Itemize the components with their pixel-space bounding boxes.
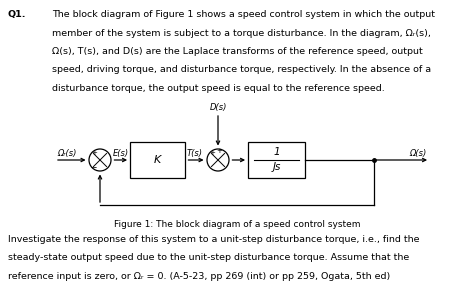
Text: disturbance torque, the output speed is equal to the reference speed.: disturbance torque, the output speed is … bbox=[52, 84, 385, 93]
Text: Js: Js bbox=[272, 162, 281, 172]
Text: Investigate the response of this system to a unit-step disturbance torque, i.e.,: Investigate the response of this system … bbox=[8, 235, 419, 244]
Text: K: K bbox=[154, 155, 161, 165]
Text: +: + bbox=[91, 150, 98, 156]
Text: +: + bbox=[217, 148, 223, 154]
Text: steady-state output speed due to the unit-step disturbance torque. Assume that t: steady-state output speed due to the uni… bbox=[8, 254, 409, 262]
Text: Figure 1: The block diagram of a speed control system: Figure 1: The block diagram of a speed c… bbox=[114, 220, 360, 229]
Text: 1: 1 bbox=[273, 147, 280, 157]
Bar bbox=[130, 142, 185, 178]
Text: T(s): T(s) bbox=[187, 149, 203, 158]
Text: member of the system is subject to a torque disturbance. In the diagram, Ωᵣ(s),: member of the system is subject to a tor… bbox=[52, 28, 431, 38]
Text: Q1.: Q1. bbox=[8, 10, 27, 19]
Bar bbox=[248, 142, 305, 178]
Text: +: + bbox=[210, 150, 216, 156]
Text: Ω(s), T(s), and D(s) are the Laplace transforms of the reference speed, output: Ω(s), T(s), and D(s) are the Laplace tra… bbox=[52, 47, 423, 56]
Text: E(s): E(s) bbox=[113, 149, 129, 158]
Text: The block diagram of Figure 1 shows a speed control system in which the output: The block diagram of Figure 1 shows a sp… bbox=[52, 10, 435, 19]
Text: Ωᵣ(s): Ωᵣ(s) bbox=[57, 149, 76, 158]
Text: D(s): D(s) bbox=[210, 103, 227, 112]
Text: reference input is zero, or Ωᵣ = 0. (A-5-23, pp 269 (int) or pp 259, Ogata, 5th : reference input is zero, or Ωᵣ = 0. (A-5… bbox=[8, 272, 390, 281]
Text: Ω(s): Ω(s) bbox=[410, 149, 427, 158]
Text: −: − bbox=[90, 163, 96, 172]
Text: speed, driving torque, and disturbance torque, respectively. In the absence of a: speed, driving torque, and disturbance t… bbox=[52, 65, 431, 74]
